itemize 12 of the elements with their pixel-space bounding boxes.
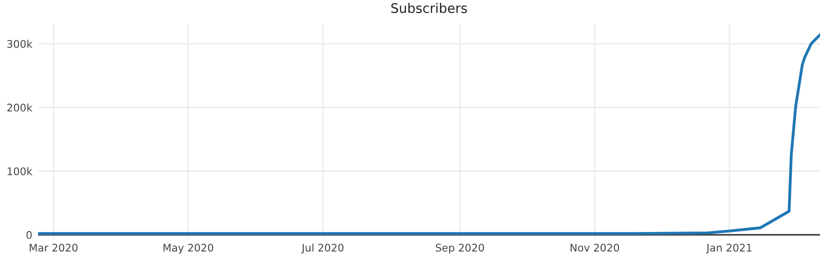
line-series xyxy=(38,33,820,235)
y-tick-label: 200k xyxy=(7,103,32,112)
x-tick-label: Nov 2020 xyxy=(570,244,620,252)
chart-title: Subscribers xyxy=(391,2,467,14)
x-tick-label: Jan 2021 xyxy=(706,244,752,254)
x-tick-label: May 2020 xyxy=(164,244,214,254)
x-tick-label: Jul 2020 xyxy=(301,244,344,254)
y-tick-label: 100k xyxy=(8,167,32,176)
y-tick-label: 300k xyxy=(7,40,32,48)
x-tick-label: Mar 2020 xyxy=(30,244,78,252)
x-tick-label: Sep 2020 xyxy=(436,244,484,254)
y-tick-label: 0 xyxy=(26,231,32,239)
